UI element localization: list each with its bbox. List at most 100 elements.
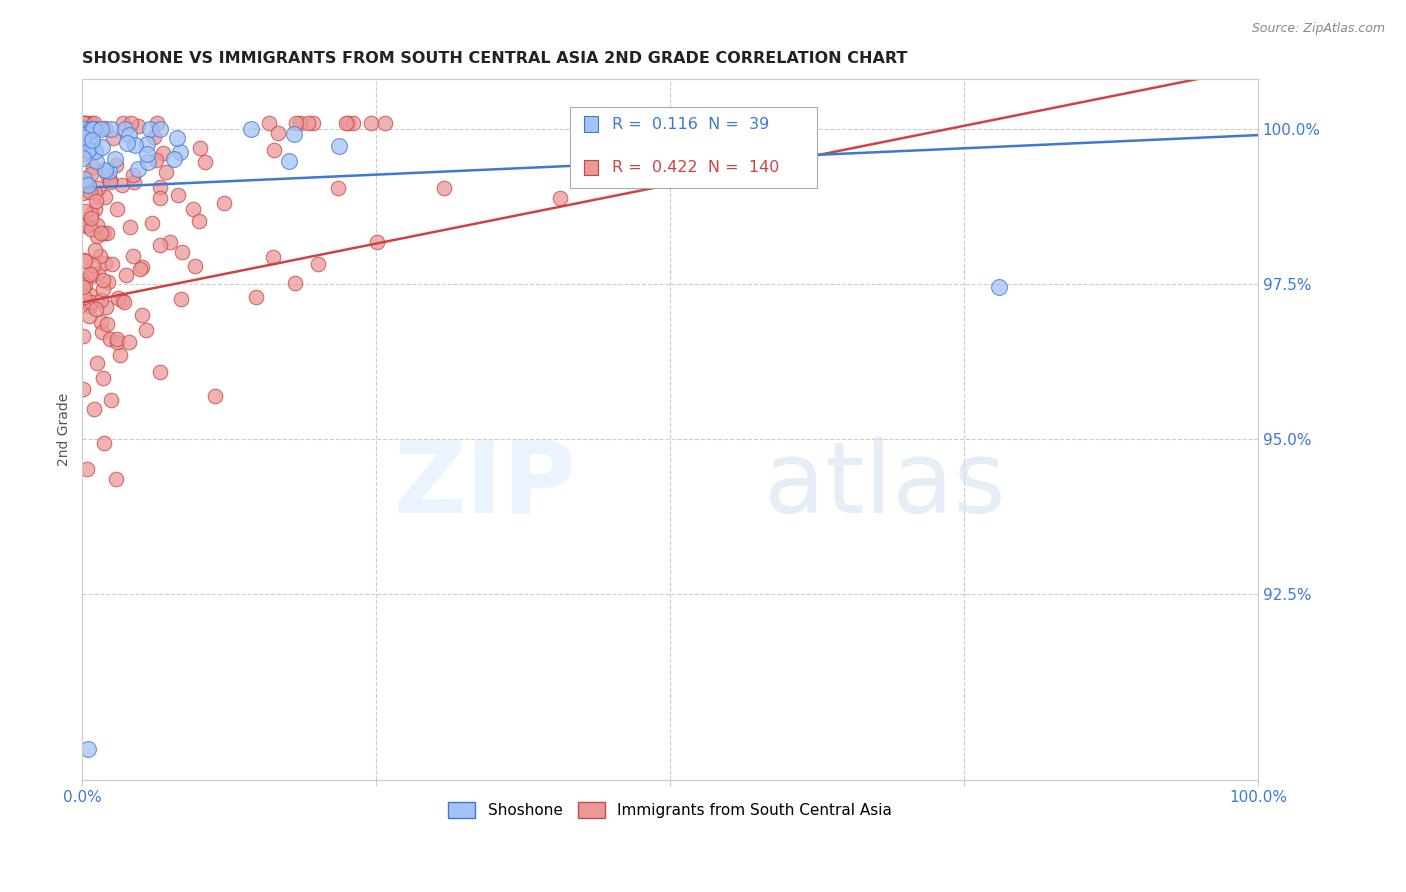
Point (96, 227, 118, 241)
Point (72, 382, 94, 396)
Point (76, 143, 98, 157)
Point (94, 190, 117, 204)
Text: Source: ZipAtlas.com: Source: ZipAtlas.com (1251, 22, 1385, 36)
Point (374, 116, 396, 130)
Point (72, 129, 94, 144)
Point (277, 154, 299, 169)
Point (82, 160, 104, 174)
Point (93, 435, 115, 450)
Point (124, 138, 146, 153)
Bar (585, 160, 599, 176)
Point (89, 250, 111, 264)
Point (84, 154, 107, 169)
Point (988, 280, 1011, 294)
Point (86, 356, 108, 370)
Point (550, 191, 572, 205)
Point (100, 257, 122, 271)
Point (90, 226, 112, 240)
Point (284, 276, 307, 290)
Point (131, 260, 153, 274)
Bar (571, 107, 817, 188)
Point (80, 122, 103, 136)
Point (212, 196, 235, 211)
Point (143, 130, 166, 145)
Point (149, 365, 172, 379)
Point (120, 116, 142, 130)
Point (80, 211, 103, 225)
Point (73, 290, 96, 304)
Point (136, 137, 159, 152)
Point (93, 282, 115, 296)
Point (98, 173, 121, 187)
Point (84, 186, 107, 201)
Point (82, 133, 104, 147)
Point (84, 243, 107, 257)
Point (73, 116, 96, 130)
Point (135, 323, 157, 337)
Point (75, 203, 97, 218)
Point (94, 163, 117, 178)
Point (105, 332, 128, 346)
Point (77, 179, 100, 194)
Point (80, 116, 103, 130)
Point (72, 279, 94, 293)
Point (122, 175, 145, 189)
Point (128, 262, 150, 277)
Point (87, 181, 110, 195)
Point (80, 207, 103, 221)
Point (82, 122, 104, 136)
Point (73, 254, 96, 268)
Point (84, 194, 107, 209)
Point (90, 293, 112, 307)
Point (72, 147, 94, 161)
Point (297, 116, 319, 130)
Point (94, 300, 117, 314)
Point (73, 116, 96, 130)
Point (717, 116, 740, 130)
Point (111, 293, 134, 307)
Point (79, 299, 101, 313)
Point (155, 165, 177, 179)
Point (105, 334, 128, 349)
Point (111, 178, 134, 192)
Point (136, 154, 159, 169)
Point (84, 202, 107, 216)
Point (75, 219, 97, 234)
Point (80, 269, 103, 284)
Point (82, 137, 104, 152)
Point (98, 175, 121, 189)
Point (328, 138, 350, 153)
Point (131, 308, 153, 322)
Point (115, 268, 138, 283)
Point (118, 128, 141, 142)
Point (98, 164, 121, 178)
Point (84, 302, 107, 317)
Point (285, 116, 308, 130)
Point (336, 116, 359, 130)
Point (117, 334, 139, 349)
Point (73, 252, 96, 267)
Point (170, 292, 193, 306)
Point (138, 122, 160, 136)
Point (91, 325, 114, 339)
Point (76, 127, 98, 141)
Point (257, 116, 280, 130)
Point (107, 291, 129, 305)
Point (77, 309, 100, 323)
Point (127, 161, 149, 176)
Point (115, 136, 138, 150)
Point (79, 287, 101, 301)
Point (245, 290, 267, 304)
Point (360, 116, 382, 130)
Point (194, 154, 217, 169)
Point (90, 315, 112, 329)
Point (73, 122, 96, 136)
Point (433, 181, 456, 195)
Point (90, 122, 112, 136)
Point (149, 180, 172, 194)
Point (96, 169, 118, 183)
Point (73, 218, 96, 232)
Point (72, 151, 94, 165)
Point (97, 275, 120, 289)
Point (72, 274, 94, 288)
